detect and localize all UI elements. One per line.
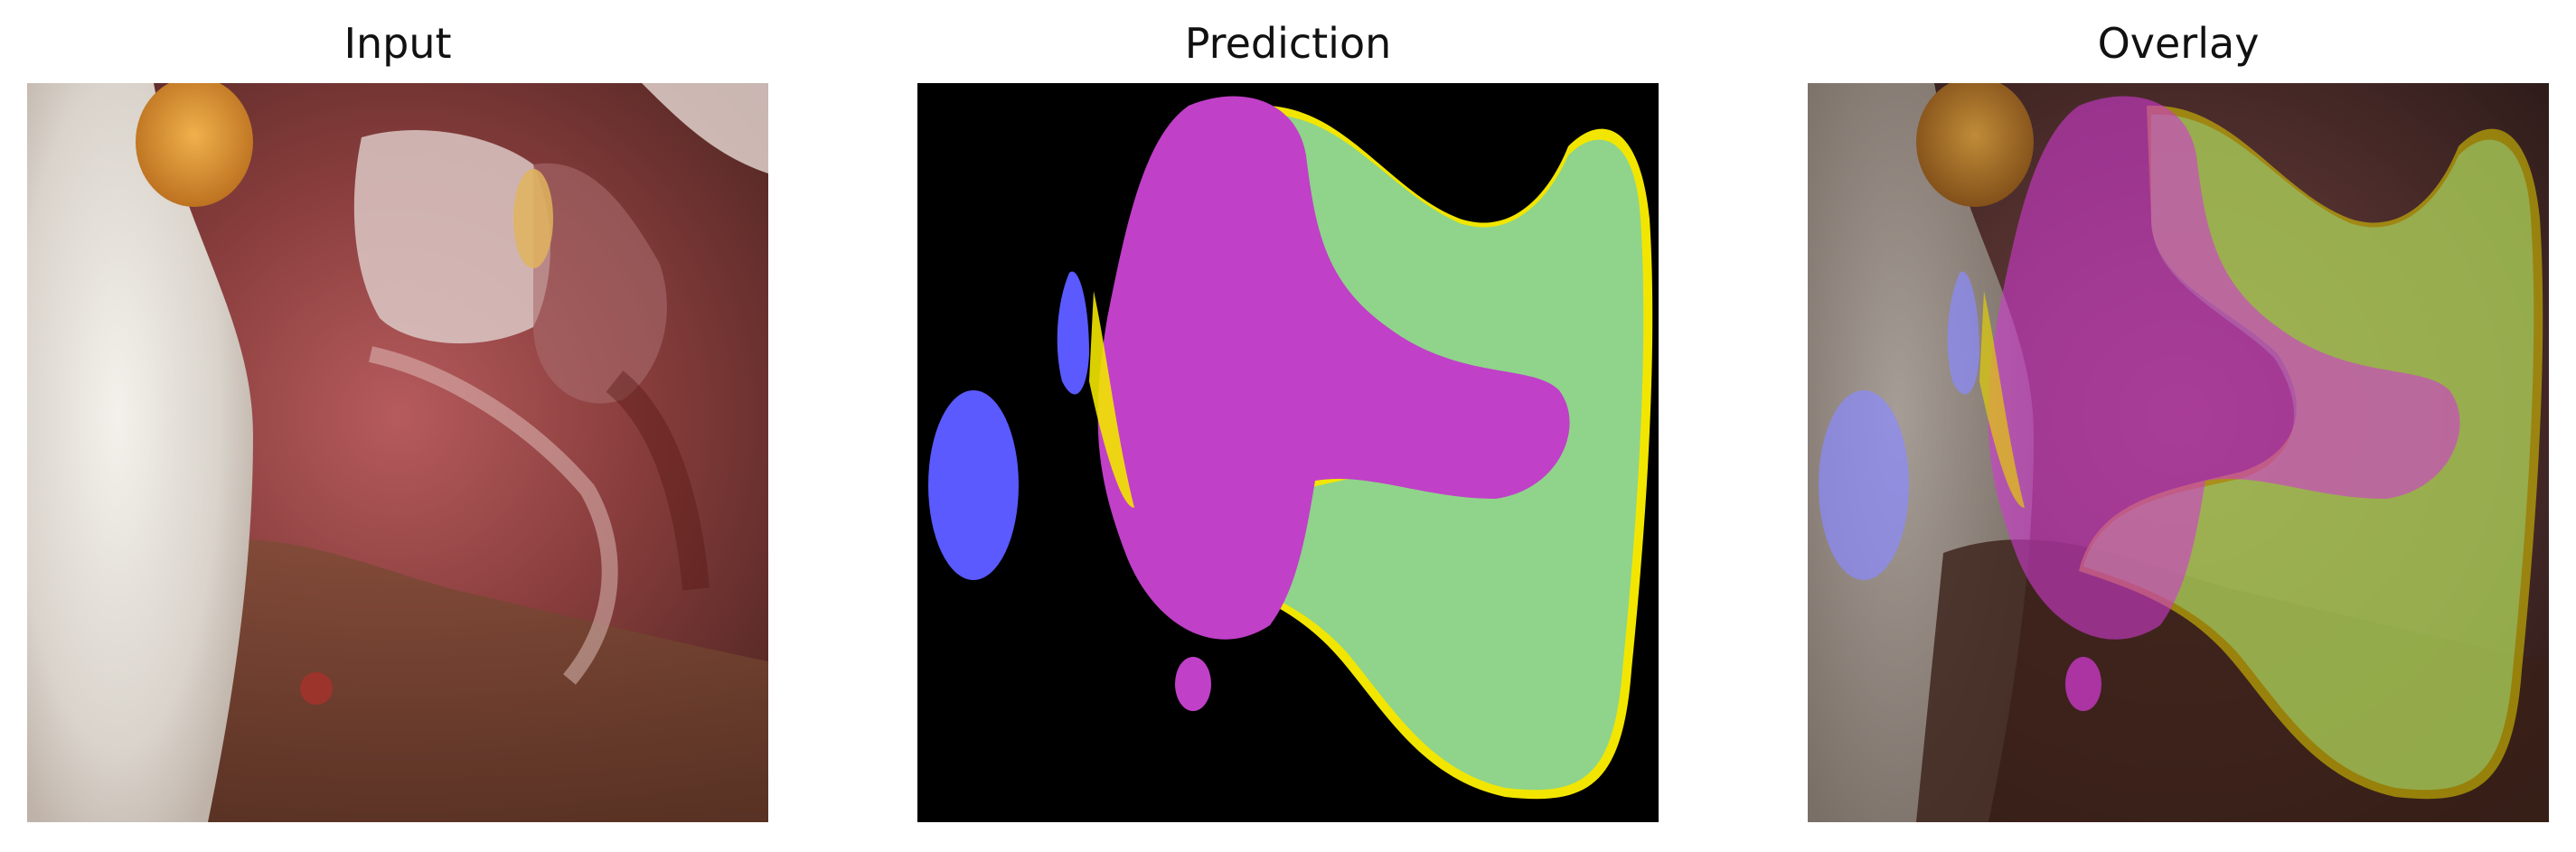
input-title: Input [343, 19, 452, 68]
input-panel: Input [27, 0, 768, 852]
prediction-panel: Prediction [917, 0, 1659, 852]
prediction-title: Prediction [1184, 19, 1392, 68]
overlay-panel: Overlay [1808, 0, 2549, 852]
prediction-mask [917, 83, 1659, 822]
overlay-image [1808, 83, 2549, 822]
overlay-title: Overlay [2097, 19, 2260, 68]
input-image [27, 83, 768, 822]
